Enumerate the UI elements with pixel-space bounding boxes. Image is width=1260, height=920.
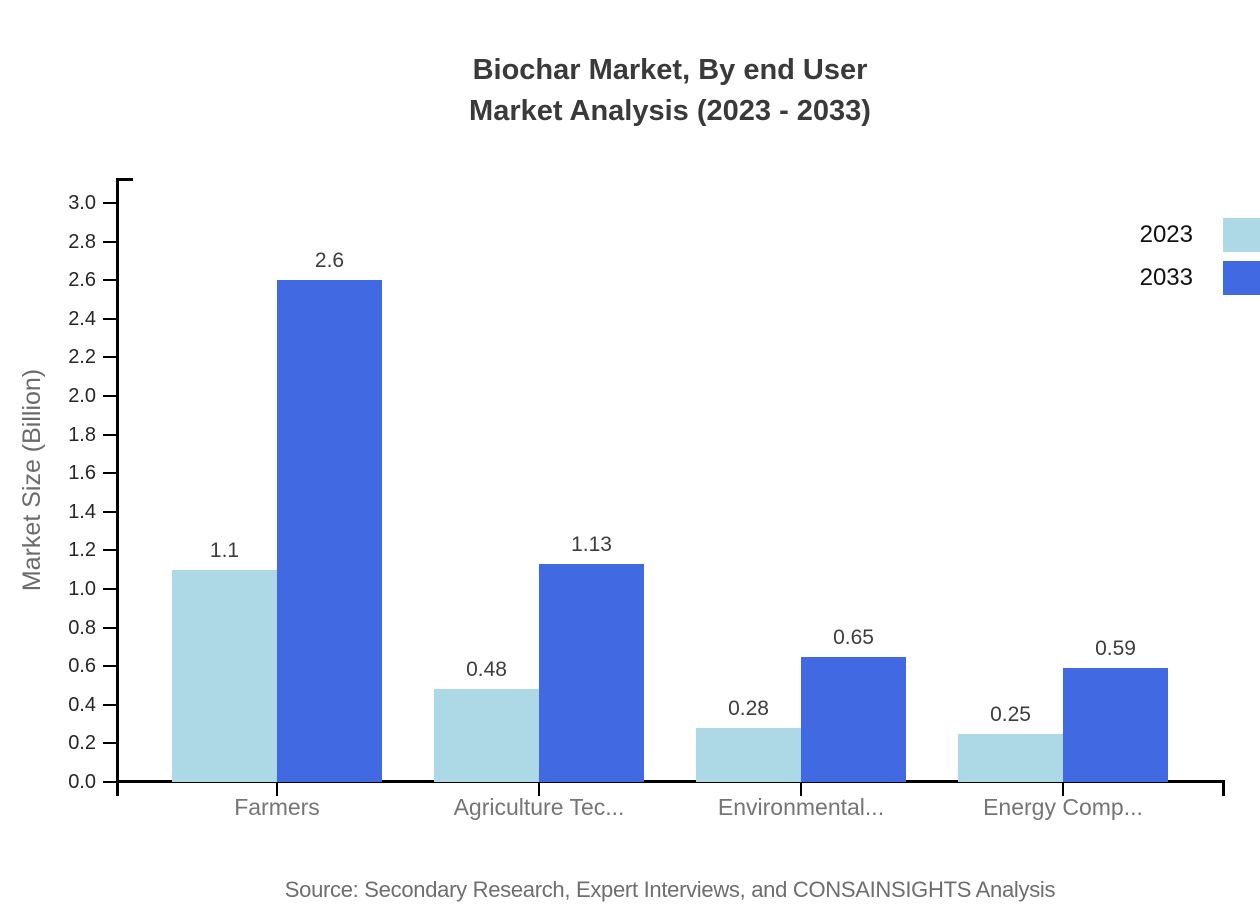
- bar-value-label: 0.28: [728, 697, 769, 720]
- y-tick-label: 0.0: [68, 771, 96, 793]
- y-tick-label: 1.2: [68, 539, 96, 562]
- y-tick-mark: [103, 279, 118, 282]
- y-tick-mark: [103, 781, 118, 783]
- bar-value-label: 1.13: [571, 532, 612, 556]
- chart-title-line1: Biochar Market, By end User: [472, 54, 868, 86]
- y-tick-label: 2.8: [68, 230, 96, 253]
- y-tick-label: 2.4: [68, 307, 96, 330]
- legend-swatch-2033: [1223, 261, 1260, 295]
- y-tick-label: 0.2: [68, 732, 96, 755]
- y-tick-label: 2.6: [68, 269, 96, 292]
- y-tick-label: 0.6: [68, 655, 96, 678]
- y-tick-mark: [103, 433, 118, 436]
- bar-2023-0: [172, 569, 277, 782]
- y-tick-label: 3.0: [68, 192, 96, 214]
- y-tick-mark: [103, 317, 118, 320]
- y-axis-spine: [116, 178, 119, 796]
- y-tick-mark: [103, 742, 118, 745]
- y-tick-label: 2.2: [68, 346, 96, 369]
- bar-2033-3: [1063, 668, 1168, 782]
- bar-value-label: 0.59: [1095, 637, 1136, 661]
- y-tick-mark: [103, 472, 118, 475]
- legend-label-2023: 2023: [1139, 221, 1193, 248]
- y-tick-label: 1.8: [68, 423, 96, 446]
- x-tick-mark: [800, 782, 802, 796]
- bar-value-label: 2.6: [314, 249, 345, 273]
- bar-2033-1: [539, 563, 644, 782]
- x-category-label: Agriculture Tec...: [453, 794, 625, 820]
- x-category-label: Environmental...: [717, 794, 885, 820]
- legend-swatch-2023: [1223, 218, 1260, 252]
- y-tick-mark: [103, 626, 118, 629]
- legend: 2023 2033: [1100, 218, 1260, 295]
- bar-2033-0: [277, 280, 382, 782]
- x-axis-right-cap: [1222, 780, 1225, 796]
- x-tick-mark: [1062, 782, 1064, 796]
- x-tick-mark: [276, 782, 278, 796]
- y-tick-mark: [103, 240, 118, 243]
- x-tick-mark: [538, 782, 540, 796]
- y-tick-mark: [103, 549, 118, 552]
- bar-value-label: 0.48: [466, 658, 507, 682]
- y-tick-label: 1.4: [68, 500, 96, 523]
- bar-2023-2: [696, 728, 801, 782]
- y-tick-label: 2.0: [68, 385, 96, 407]
- bar-value-label: 0.65: [833, 625, 874, 649]
- y-tick-mark: [103, 510, 118, 513]
- y-tick-mark: [103, 202, 118, 204]
- x-axis-spine: [116, 780, 1225, 783]
- y-axis-top-cap: [116, 178, 133, 181]
- y-tick-mark: [103, 395, 118, 397]
- chart-title: Biochar Market, By end User Market Analy…: [118, 50, 1222, 132]
- y-tick-mark: [103, 588, 118, 590]
- bar-2033-2: [801, 656, 906, 782]
- y-tick-label: 0.8: [68, 616, 96, 639]
- bar-value-label: 1.1: [209, 538, 240, 562]
- source-note: Source: Secondary Research, Expert Inter…: [284, 877, 1056, 902]
- y-tick-mark: [103, 703, 118, 706]
- chart-title-line2: Market Analysis (2023 - 2033): [469, 95, 871, 127]
- bar-value-label: 0.25: [990, 702, 1031, 726]
- bar-2023-1: [434, 689, 539, 782]
- x-tick-mark: [117, 782, 119, 796]
- legend-item-2023: 2023: [1100, 218, 1260, 252]
- y-tick-label: 1.6: [68, 462, 96, 485]
- x-category-label: Farmers: [234, 794, 320, 820]
- y-tick-label: 1.0: [68, 578, 96, 600]
- legend-label-2033: 2033: [1139, 264, 1193, 291]
- y-tick-label: 0.4: [68, 693, 96, 716]
- legend-item-2033: 2033: [1100, 261, 1260, 295]
- x-category-label: Energy Comp...: [983, 794, 1143, 820]
- y-tick-mark: [103, 356, 118, 359]
- y-tick-mark: [103, 665, 118, 668]
- bar-2023-3: [958, 733, 1063, 783]
